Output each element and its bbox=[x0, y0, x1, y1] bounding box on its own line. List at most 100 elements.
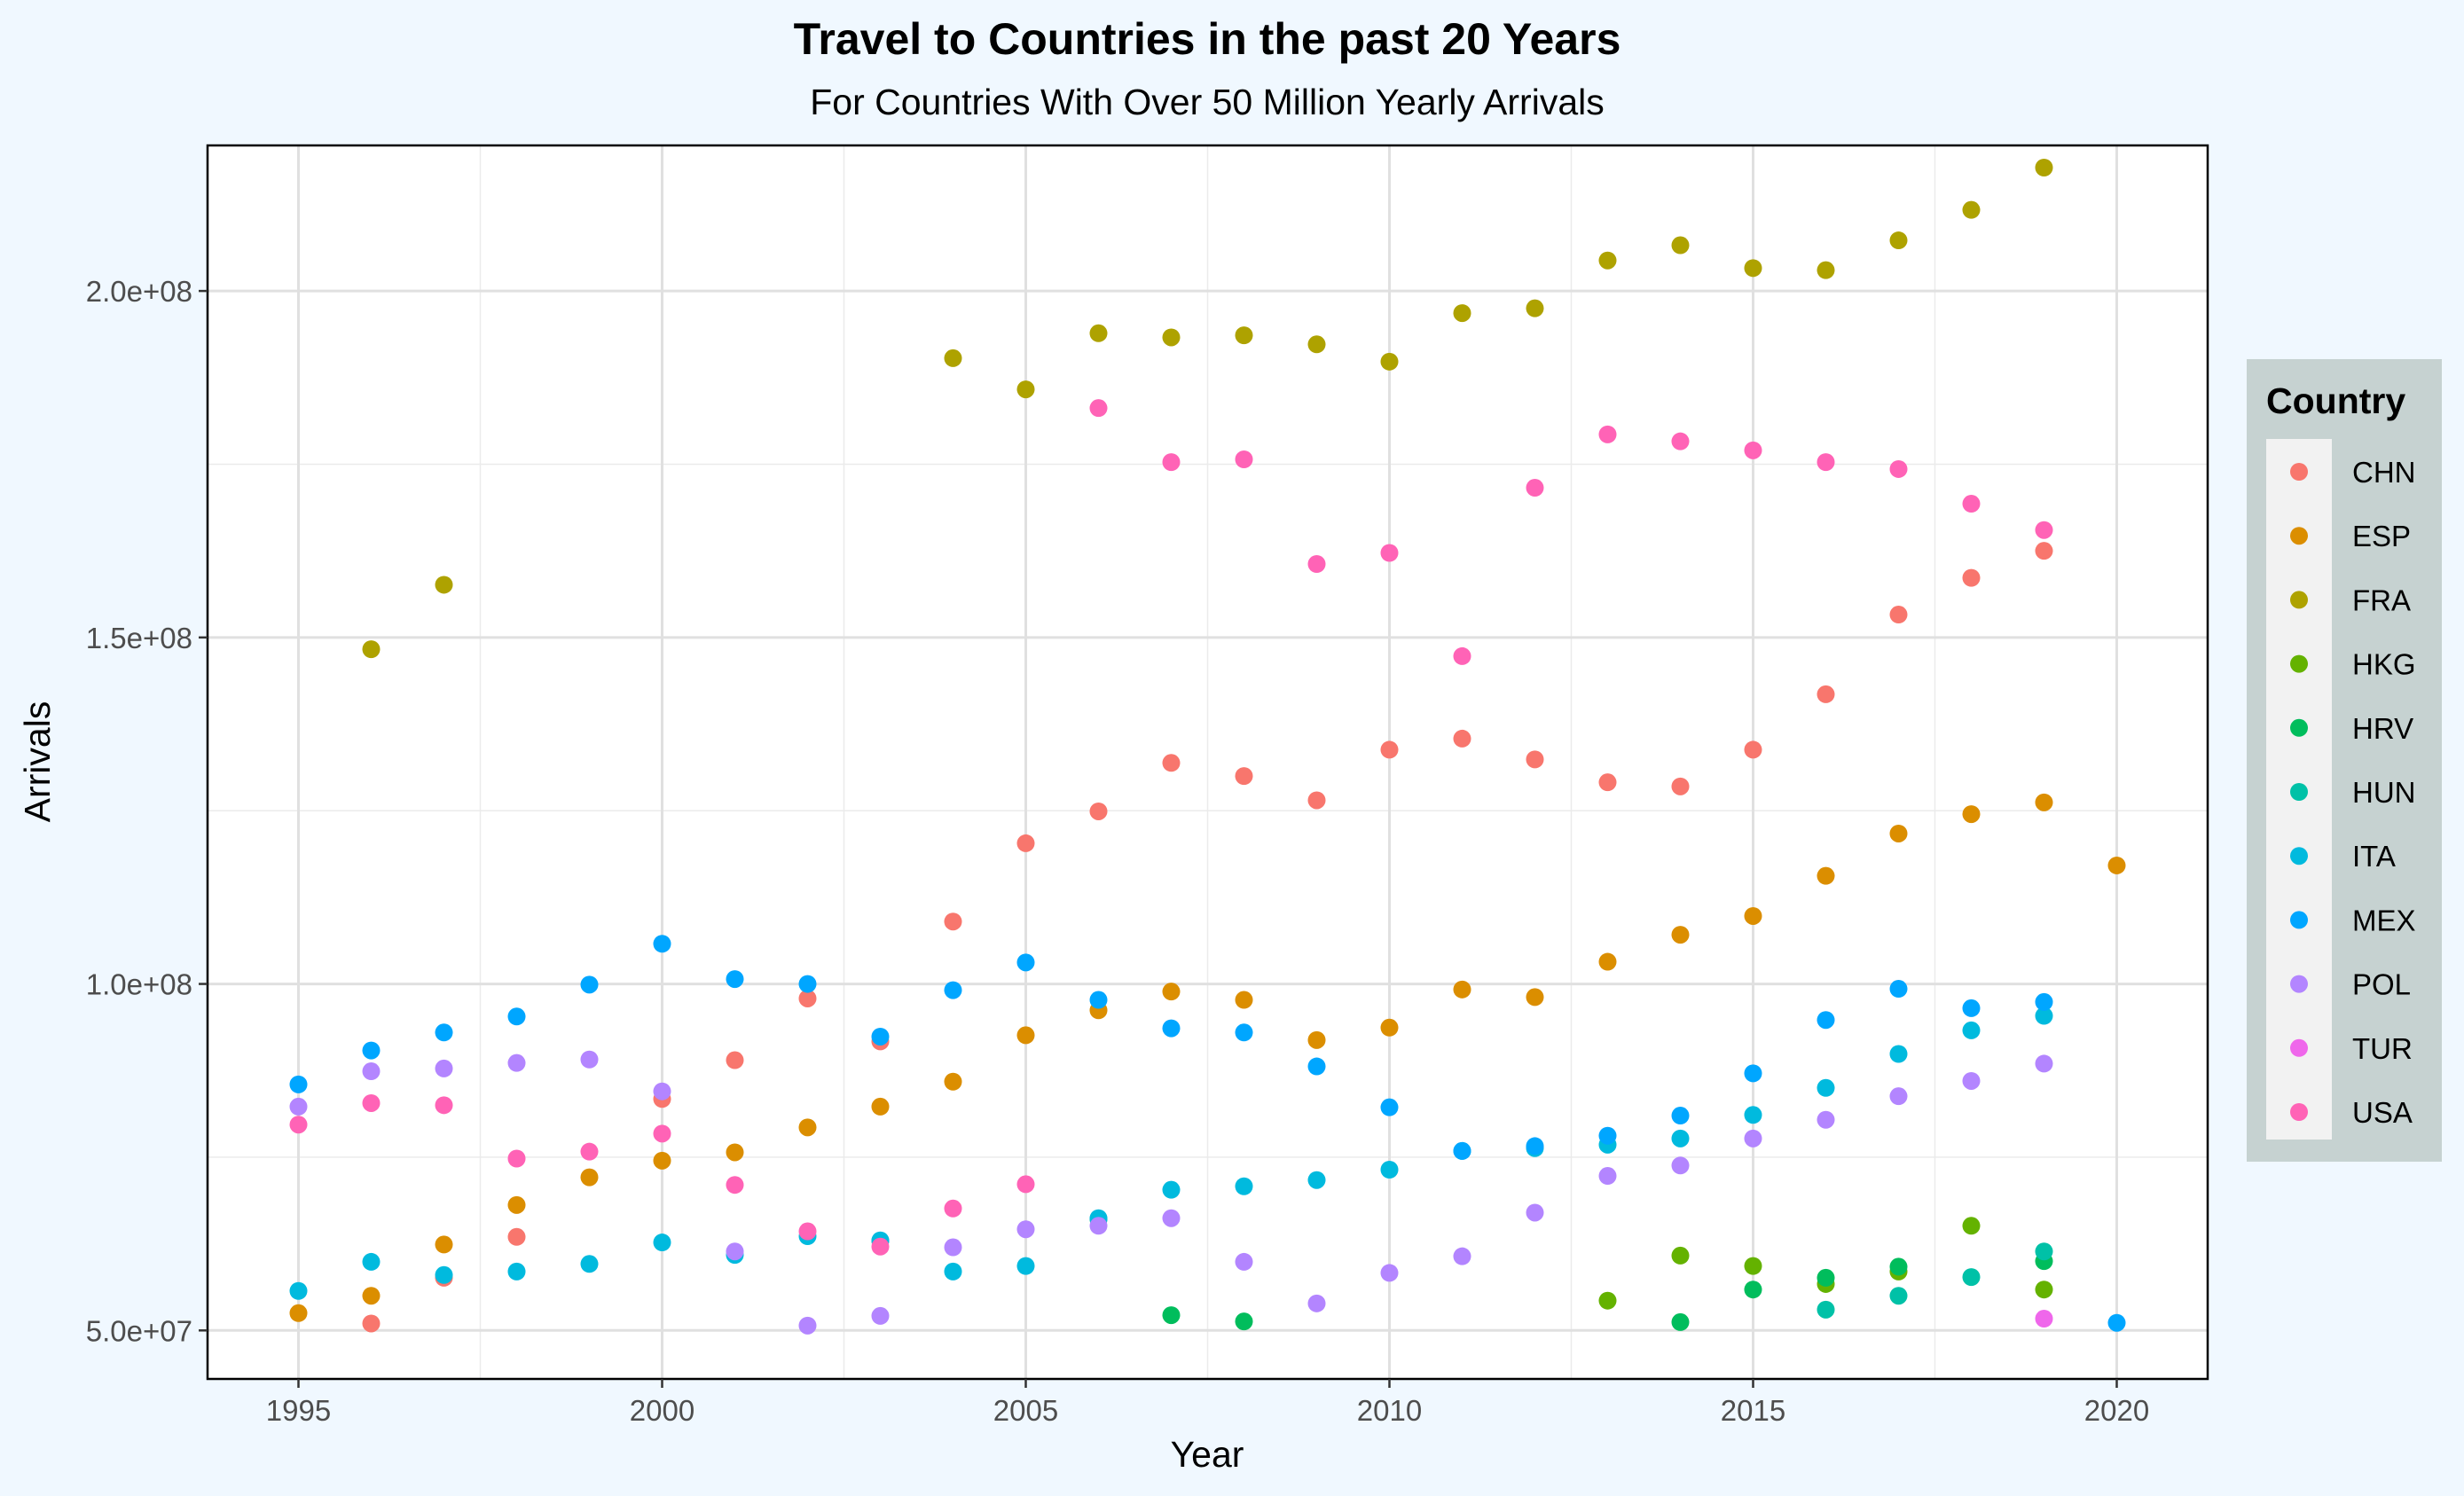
point-hrv-2016 bbox=[1817, 1268, 1835, 1287]
point-mex-2015 bbox=[1744, 1064, 1762, 1083]
chart-subtitle: For Countries With Over 50 Million Yearl… bbox=[810, 82, 1604, 122]
point-esp-2015 bbox=[1744, 906, 1762, 925]
series-fra bbox=[362, 159, 2053, 659]
point-esp-2014 bbox=[1671, 926, 1690, 944]
point-chn-2011 bbox=[1453, 729, 1471, 748]
point-chn-2004 bbox=[944, 912, 962, 931]
point-mex-1995 bbox=[289, 1075, 308, 1093]
point-fra-2010 bbox=[1380, 352, 1399, 371]
point-esp-2017 bbox=[1889, 824, 1908, 842]
point-chn-2001 bbox=[726, 1051, 744, 1069]
panel-border bbox=[206, 144, 2209, 1381]
series-hrv bbox=[1162, 1252, 2053, 1331]
point-chn-2007 bbox=[1162, 754, 1181, 772]
point-chn-2015 bbox=[1744, 740, 1762, 759]
y-tick-label: 5.0e+07 bbox=[86, 1314, 192, 1347]
x-axis-title: Year bbox=[1171, 1434, 1244, 1475]
point-mex-2004 bbox=[944, 981, 962, 999]
legend-item-mex: MEX bbox=[2290, 904, 2416, 936]
point-fra-2015 bbox=[1744, 259, 1762, 278]
point-pol-2001 bbox=[726, 1242, 744, 1261]
point-pol-2009 bbox=[1307, 1294, 1326, 1312]
point-ita-2018 bbox=[1962, 1021, 1981, 1039]
point-pol-1997 bbox=[435, 1059, 453, 1077]
x-tick-label: 2015 bbox=[1721, 1394, 1785, 1427]
point-hkg-2019 bbox=[2035, 1281, 2053, 1299]
x-tick-label: 2020 bbox=[2084, 1394, 2149, 1427]
legend-item-hkg: HKG bbox=[2290, 648, 2416, 681]
point-mex-2008 bbox=[1235, 1023, 1253, 1042]
series-mex bbox=[289, 935, 2126, 1332]
point-fra-2016 bbox=[1817, 261, 1835, 279]
legend-marker bbox=[2290, 911, 2308, 929]
point-mex-2006 bbox=[1089, 991, 1108, 1009]
point-chn-2017 bbox=[1889, 606, 1908, 624]
series-tur bbox=[2035, 1310, 2053, 1328]
point-pol-2000 bbox=[653, 1082, 671, 1100]
point-mex-2007 bbox=[1162, 1019, 1181, 1038]
point-fra-2012 bbox=[1526, 299, 1544, 317]
point-esp-2016 bbox=[1817, 866, 1835, 885]
series-pol bbox=[289, 1050, 2053, 1335]
point-tur-2019 bbox=[2035, 1310, 2053, 1328]
point-pol-2002 bbox=[798, 1316, 817, 1335]
legend-item-hun: HUN bbox=[2290, 776, 2416, 809]
point-pol-2013 bbox=[1598, 1167, 1617, 1186]
point-pol-2019 bbox=[2035, 1054, 2053, 1073]
y-tick-label: 1.0e+08 bbox=[86, 968, 192, 1001]
point-esp-2001 bbox=[726, 1143, 744, 1162]
legend-item-pol: POL bbox=[2290, 968, 2411, 1001]
point-hrv-2008 bbox=[1235, 1312, 1253, 1331]
point-usa-1996 bbox=[362, 1093, 381, 1112]
legend-label: POL bbox=[2352, 968, 2411, 1001]
legend-item-ita: ITA bbox=[2290, 840, 2396, 873]
point-ita-2017 bbox=[1889, 1045, 1908, 1063]
point-chn-2019 bbox=[2035, 542, 2053, 560]
x-tick-label: 2005 bbox=[993, 1394, 1058, 1427]
point-chn-2018 bbox=[1962, 568, 1981, 587]
point-esp-2008 bbox=[1235, 991, 1253, 1009]
point-usa-2013 bbox=[1598, 425, 1617, 443]
point-ita-2019 bbox=[2035, 1006, 2053, 1025]
point-mex-2013 bbox=[1598, 1126, 1617, 1145]
legend-marker bbox=[2290, 1038, 2308, 1057]
point-fra-2019 bbox=[2035, 159, 2053, 177]
point-usa-2012 bbox=[1526, 479, 1544, 497]
point-usa-2005 bbox=[1016, 1175, 1035, 1194]
legend: Country CHN ESP FRA HKG HRV HUN ITA MEX POL TUR US… bbox=[2247, 359, 2442, 1162]
x-tick-label: 1995 bbox=[266, 1394, 331, 1427]
point-mex-1997 bbox=[435, 1023, 453, 1042]
legend-title: Country bbox=[2266, 380, 2405, 421]
data-points bbox=[289, 159, 2126, 1335]
point-esp-2004 bbox=[944, 1072, 962, 1091]
point-fra-2018 bbox=[1962, 200, 1981, 219]
point-fra-2011 bbox=[1453, 304, 1471, 323]
point-usa-2018 bbox=[1962, 495, 1981, 513]
legend-item-esp: ESP bbox=[2290, 520, 2411, 552]
point-pol-1995 bbox=[289, 1097, 308, 1116]
point-mex-2009 bbox=[1307, 1057, 1326, 1076]
point-esp-2011 bbox=[1453, 980, 1471, 999]
point-usa-2009 bbox=[1307, 555, 1326, 574]
point-ita-2007 bbox=[1162, 1180, 1181, 1199]
point-usa-1995 bbox=[289, 1116, 308, 1134]
legend-marker bbox=[2290, 463, 2308, 481]
point-usa-2008 bbox=[1235, 450, 1253, 469]
legend-marker bbox=[2290, 975, 2308, 993]
point-pol-2003 bbox=[871, 1306, 890, 1325]
legend-label: TUR bbox=[2352, 1032, 2413, 1065]
point-pol-2017 bbox=[1889, 1087, 1908, 1106]
point-mex-2017 bbox=[1889, 980, 1908, 999]
point-chn-2012 bbox=[1526, 750, 1544, 769]
point-fra-2008 bbox=[1235, 326, 1253, 345]
series-esp bbox=[289, 793, 2126, 1322]
point-mex-2001 bbox=[726, 970, 744, 989]
point-esp-2009 bbox=[1307, 1030, 1326, 1049]
point-esp-1999 bbox=[580, 1168, 599, 1187]
legend-item-chn: CHN bbox=[2290, 456, 2416, 489]
minor-gridlines bbox=[208, 145, 2208, 1379]
point-pol-2011 bbox=[1453, 1247, 1471, 1265]
point-pol-2007 bbox=[1162, 1209, 1181, 1227]
point-chn-2010 bbox=[1380, 740, 1399, 759]
point-ita-1997 bbox=[435, 1265, 453, 1284]
